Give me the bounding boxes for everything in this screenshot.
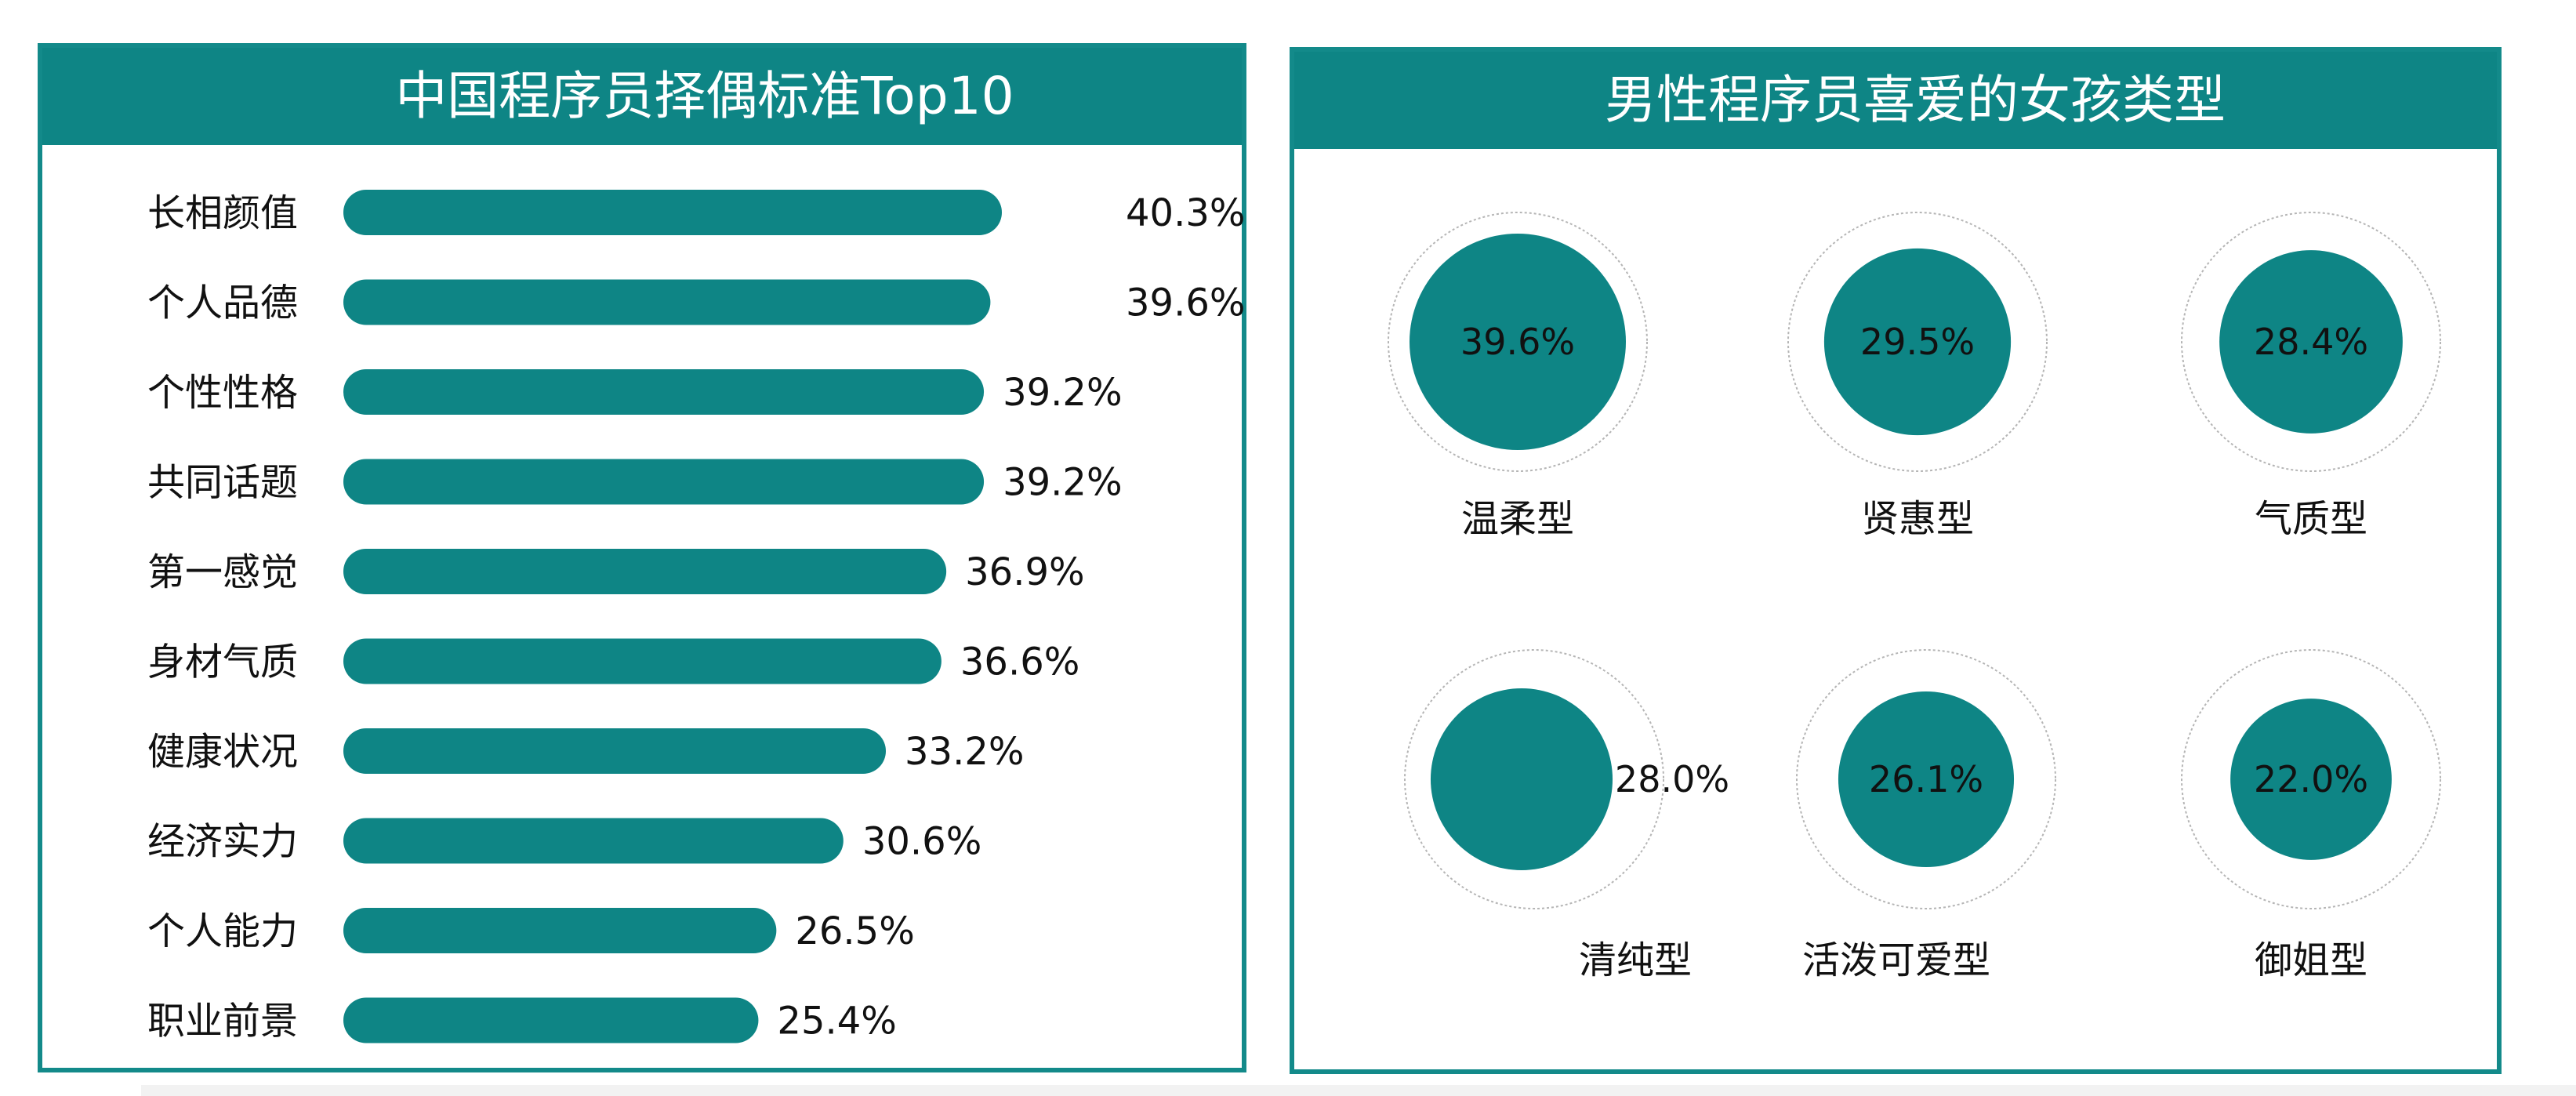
bar bbox=[343, 369, 985, 415]
bubble-ring bbox=[1388, 212, 1648, 472]
bar-value-label: 30.6% bbox=[862, 820, 981, 864]
bubble bbox=[1823, 248, 2012, 436]
mate-criteria-title: 中国程序员择偶标准Top10 bbox=[42, 48, 1242, 145]
girl-type-bubble-chart: 39.6% 温柔型 29.5% 贤惠型 28.4% 气质型 28.0% 清纯型 26.1% 活泼可… bbox=[1388, 212, 2441, 982]
bar bbox=[343, 908, 777, 953]
bubble-value-label: 28.0% bbox=[1615, 758, 1729, 800]
bar-category-label: 第一感觉 bbox=[147, 550, 298, 594]
bar bbox=[343, 638, 942, 684]
bubble-category-label: 清纯型 bbox=[1579, 938, 1692, 982]
bar-category-label: 个人能力 bbox=[147, 909, 298, 953]
bar-value-label: 39.2% bbox=[1003, 371, 1122, 415]
bar-value-label: 40.3% bbox=[1126, 191, 1245, 235]
bar bbox=[343, 818, 844, 864]
mate-criteria-bar-chart: 长相颜值 40.3% 个人品德 39.6% 个性性格 39.2% 共同话题 39.2% 第一感觉… bbox=[147, 190, 1245, 1043]
bubble bbox=[1838, 691, 2015, 868]
bar-category-label: 经济实力 bbox=[147, 820, 298, 864]
bar bbox=[343, 728, 887, 774]
bar bbox=[343, 279, 991, 325]
bubble-value-label: 28.4% bbox=[2254, 321, 2368, 363]
bar-category-label: 长相颜值 bbox=[147, 191, 298, 235]
bubble-category-label: 气质型 bbox=[2255, 497, 2367, 541]
bar-category-label: 个性性格 bbox=[147, 371, 298, 415]
bubble bbox=[2230, 699, 2392, 860]
bar-value-label: 36.6% bbox=[960, 641, 1079, 684]
mate-criteria-panel: 中国程序员择偶标准Top10 长相颜值 40.3% 个人品德 39.6% 个性性格 39.… bbox=[38, 43, 1246, 1072]
bubble bbox=[1410, 234, 1626, 450]
bar bbox=[343, 549, 947, 594]
bar-value-label: 39.6% bbox=[1126, 281, 1245, 325]
bar bbox=[343, 997, 759, 1043]
bubble-value-label: 39.6% bbox=[1460, 321, 1575, 363]
bar-value-label: 36.9% bbox=[965, 550, 1084, 594]
bubble-category-label: 温柔型 bbox=[1461, 497, 1574, 541]
bubble-ring bbox=[1796, 649, 2056, 909]
bubble-value-label: 26.1% bbox=[1869, 758, 1983, 800]
bubble-ring bbox=[2181, 212, 2441, 472]
bubble-category-label: 活泼可爱型 bbox=[1802, 938, 1990, 982]
bar-category-label: 职业前景 bbox=[147, 1000, 298, 1043]
bubble-value-label: 29.5% bbox=[1860, 321, 1975, 363]
bubble-ring bbox=[1787, 212, 2048, 472]
bubble bbox=[2219, 250, 2403, 434]
bubble-ring bbox=[2181, 649, 2441, 909]
bubble-ring bbox=[1404, 649, 1664, 909]
bar-value-label: 25.4% bbox=[777, 1000, 896, 1043]
girl-type-panel: 男性程序员喜爱的女孩类型 39.6% 温柔型 29.5% 贤惠型 28.4% 气质型 28.… bbox=[1290, 47, 2502, 1074]
bar bbox=[343, 459, 985, 505]
bar-category-label: 身材气质 bbox=[147, 641, 298, 684]
bar bbox=[343, 190, 1002, 235]
bar-value-label: 39.2% bbox=[1003, 461, 1122, 505]
bar-category-label: 健康状况 bbox=[147, 730, 298, 774]
bubble-category-label: 御姐型 bbox=[2255, 938, 2367, 982]
bubble-value-label: 22.0% bbox=[2254, 758, 2368, 800]
bubble-category-label: 贤惠型 bbox=[1861, 497, 1974, 541]
bottom-shadow bbox=[141, 1085, 2576, 1096]
bubble bbox=[1430, 688, 1613, 871]
bar-category-label: 个人品德 bbox=[147, 281, 298, 325]
bar-value-label: 33.2% bbox=[905, 730, 1024, 774]
girl-type-title: 男性程序员喜爱的女孩类型 bbox=[1294, 52, 2497, 149]
bar-category-label: 共同话题 bbox=[147, 461, 298, 505]
bar-value-label: 26.5% bbox=[795, 909, 914, 953]
